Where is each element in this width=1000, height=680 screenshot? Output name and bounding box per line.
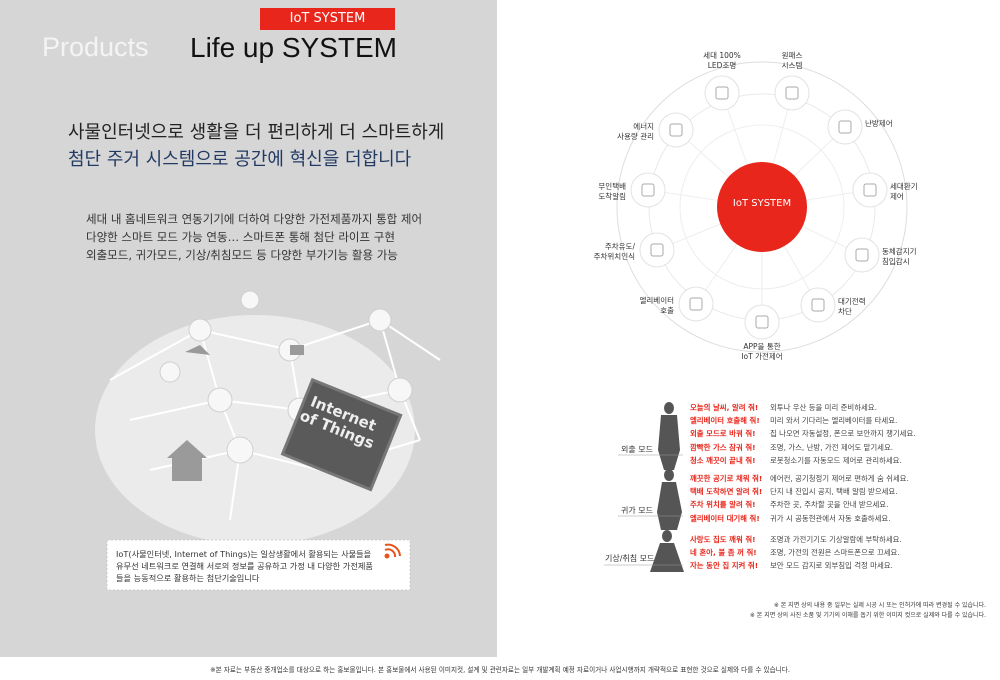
iot-illustration (95, 290, 441, 545)
mode-name: 외출 모드 (621, 445, 653, 454)
center-circle (717, 162, 807, 252)
body-text: 다양한 스마트 모드 가능 연동… 스마트폰 통해 첨단 라이프 구현 (86, 230, 395, 244)
artwork (95, 61, 908, 591)
mode-request: 사랑도 집도 깨워 줘! (690, 535, 756, 544)
mode-request: 엘리베이터 호출해 줘! (690, 416, 760, 426)
node-icon (863, 183, 877, 197)
node-icon (838, 120, 852, 134)
note-text: 들을 능동적으로 활용하는 첨단기술입니다 (116, 573, 260, 583)
node-label: 대기전력 차단 (838, 297, 866, 316)
node-circle (658, 112, 694, 148)
node-icon (785, 86, 799, 100)
node-label: 원패스 시스템 (781, 51, 803, 70)
node-circle (827, 109, 863, 145)
mode-name: 기상/취침 모드 (605, 554, 655, 563)
disclaimer: ※ 본 지면 상의 사진 소품 및 기기의 이해를 돕기 위한 이미지 컷으로 … (749, 612, 986, 619)
mode-detail: 에어컨, 공기청정기 제어로 편하게 숨 쉬세요. (770, 474, 909, 483)
mode-detail: 미리 와서 기다리는 엘리베이터를 타세요. (770, 416, 898, 426)
silhouettes (650, 402, 684, 572)
node-circle (844, 237, 880, 273)
node-icon (855, 248, 869, 262)
node-circle (704, 75, 740, 111)
node-label: 세대환기 제어 (890, 182, 918, 201)
mode-detail: 외투나 우산 등을 미리 준비하세요. (770, 403, 877, 412)
mode-request: 엘리베이터 대기해 줘! (690, 513, 760, 523)
center-label: IoT SYSTEM (732, 198, 792, 209)
node-circle (639, 232, 675, 268)
body-text: 외출모드, 귀가모드, 기상/취침모드 등 다양한 부가기능 활용 가능 (86, 248, 398, 262)
note-box (106, 539, 411, 591)
mode-request: 네 혼아, 불 좀 꺼 줘! (690, 548, 757, 558)
mode-detail: 단지 내 진입시 공지, 택배 알림 받으세요. (770, 487, 898, 497)
page-title: Life up SYSTEM (190, 32, 397, 63)
node-circle (678, 286, 714, 322)
note-text: 유무선 네트워크로 연결해 서로의 정보를 공유하고 가정 내 다양한 가전제품 (116, 561, 373, 571)
badge: IoT SYSTEM (260, 8, 395, 30)
mode-lines (604, 454, 683, 566)
footer: ※본 자료는 부동산 중개업소를 대상으로 하는 홍보물입니다. 본 홍보물에서… (210, 666, 790, 674)
node-label: 엘리베이터 호출 (639, 296, 675, 315)
node-icon (669, 123, 683, 137)
headline: 첨단 주거 시스템으로 공간에 혁신을 더합니다 (68, 149, 412, 170)
node-icon (650, 243, 664, 257)
mode-request: 깜빡한 가스 잠궈 줘! (690, 442, 756, 452)
mode-request: 오늘의 날씨, 알려 줘! (690, 403, 759, 412)
node-circle (852, 172, 888, 208)
headline: 사물인터넷으로 생활을 더 편리하게 더 스마트하게 (68, 122, 445, 143)
node-label: 주차유도/ 주차위치인식 (593, 242, 635, 261)
node-icon (689, 297, 703, 311)
node-label: 무인택배 도착알림 (598, 182, 626, 201)
node-circle (630, 172, 666, 208)
mode-request: 깨끗한 공기로 채워 줘! (690, 474, 763, 483)
node-circle (744, 304, 780, 340)
mode-request: 택배 도착하면 알려 줘! (690, 487, 763, 497)
mode-request: 주차 위치를 알려 줘! (690, 500, 756, 510)
mode-detail: 조명과 가전기기도 기상알람에 부탁하세요. (770, 535, 902, 544)
node-icon (811, 298, 825, 312)
mode-detail: 보안 모드 감지로 외부침입 걱정 마세요. (770, 561, 893, 571)
section-title: Products (42, 32, 149, 62)
node-label: APP을 통한 IoT 가전제어 (741, 342, 783, 361)
wifi-icon (384, 543, 401, 559)
note-text: IoT(사물인터넷, Internet of Things)는 일상생활에서 활… (116, 549, 372, 559)
mode-detail: 조명, 가전의 전원은 스마트폰으로 끄세요. (770, 548, 900, 558)
mode-request: 청소 깨끗이 끝내 줘! (690, 455, 756, 465)
node-circle (800, 287, 836, 323)
node-circle (774, 75, 810, 111)
mode-request: 자는 동안 집 지켜 줘! (690, 561, 759, 571)
node-label: 난방제어 (865, 119, 893, 128)
node-icon (715, 86, 729, 100)
body-text: 세대 내 홈네트워크 연동기기에 더하여 다양한 가전제품까지 통합 제어 (86, 212, 423, 226)
node-label: 동체감지기 침입감시 (882, 247, 917, 266)
mode-detail: 주차한 곳, 주차할 곳을 안내 받으세요. (770, 500, 889, 510)
mode-detail: 귀가 시 공동현관에서 자동 호출하세요. (770, 513, 891, 523)
mode-name: 귀가 모드 (621, 506, 653, 515)
mode-detail: 로봇청소기를 자동모드 제어로 관리하세요. (770, 455, 902, 465)
node-label: 세대 100% LED조명 (703, 51, 741, 70)
node-icon (641, 183, 655, 197)
mode-detail: 조명, 가스, 난방, 가전 제어도 맡기세요. (770, 442, 894, 452)
node-icon (755, 315, 769, 329)
node-label: 에너지 사용량 관리 (617, 122, 654, 141)
mode-request: 외출 모드로 바꿔 줘! (690, 429, 756, 439)
mode-detail: 집 나오면 자동설정, 폰으로 보안까지 챙기세요. (770, 429, 916, 439)
disclaimer: ※ 본 지면 상의 내용 중 일부는 실제 시공 시 또는 인허가에 따라 변경… (773, 602, 986, 609)
